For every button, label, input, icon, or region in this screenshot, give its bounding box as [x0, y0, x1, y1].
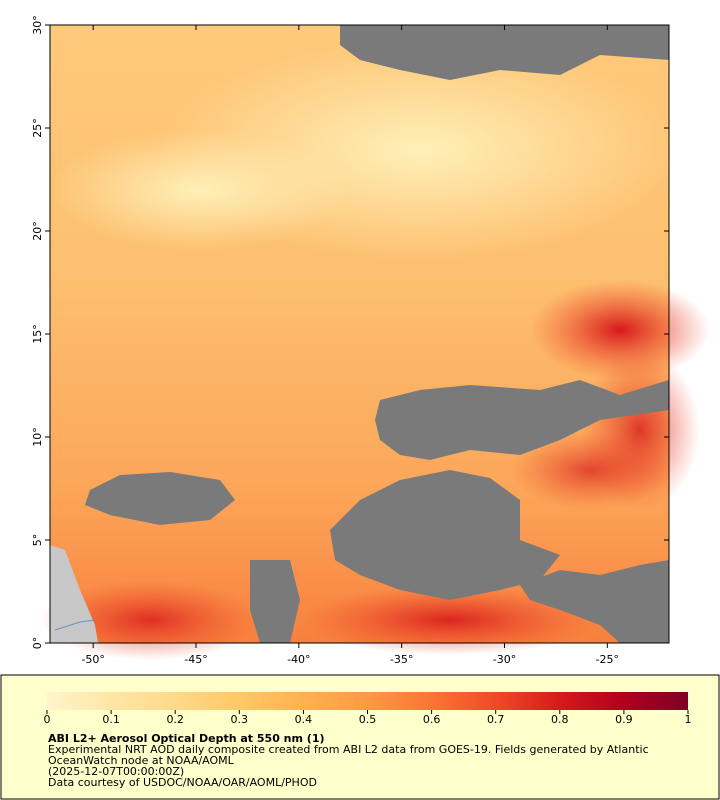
colorbar-tick-label: 0.4 [295, 713, 313, 726]
colorbar-tick-label: 0.1 [102, 713, 120, 726]
y-tick-label: 30° [31, 15, 44, 35]
colorbar-tick-label: 0.5 [359, 713, 377, 726]
note: Data courtesy of USDOC/NOAA/OAR/AOML/PHO… [48, 776, 317, 789]
y-tick-label: 10° [31, 427, 44, 447]
x-tick-label: -30° [493, 653, 516, 666]
x-tick-label: -35° [390, 653, 413, 666]
y-tick-label: 5° [31, 534, 44, 547]
colorbar [47, 692, 688, 710]
colorbar-tick-label: 0 [44, 713, 51, 726]
y-tick-label: 0° [31, 637, 44, 650]
x-tick-label: -45° [184, 653, 207, 666]
y-tick-label: 20° [31, 221, 44, 241]
colorbar-tick-label: 0.3 [231, 713, 249, 726]
colorbar-tick-label: 0.8 [551, 713, 569, 726]
note: Experimental NRT AOD daily composite cre… [48, 743, 649, 756]
colorbar-axis: 0 0.1 0.2 0.3 0.4 0.5 0.6 0.7 0.8 0.9 1 [44, 710, 692, 726]
note: OceanWatch node at NOAA/AOML [48, 754, 235, 767]
axes: -50° -45° -40° -35° -30° -25° 0° 5° 10° 15° 20° 25°… [31, 15, 669, 666]
y-tick-label: 25° [31, 118, 44, 138]
note: (2025-12-07T00:00:00Z) [48, 765, 184, 778]
map-field [40, 24, 710, 660]
colorbar-tick-label: 0.2 [166, 713, 184, 726]
colorbar-tick-label: 1 [685, 713, 692, 726]
y-tick-label: 15° [31, 324, 44, 344]
colorbar-tick-label: 0.6 [423, 713, 441, 726]
colorbar-tick-label: 0.9 [615, 713, 633, 726]
colorbar-tick-label: 0.7 [487, 713, 505, 726]
x-tick-label: -40° [287, 653, 310, 666]
x-tick-label: -25° [596, 653, 619, 666]
x-tick-label: -50° [81, 653, 104, 666]
legend-title: ABI L2+ Aerosol Optical Depth at 550 nm … [48, 732, 325, 745]
